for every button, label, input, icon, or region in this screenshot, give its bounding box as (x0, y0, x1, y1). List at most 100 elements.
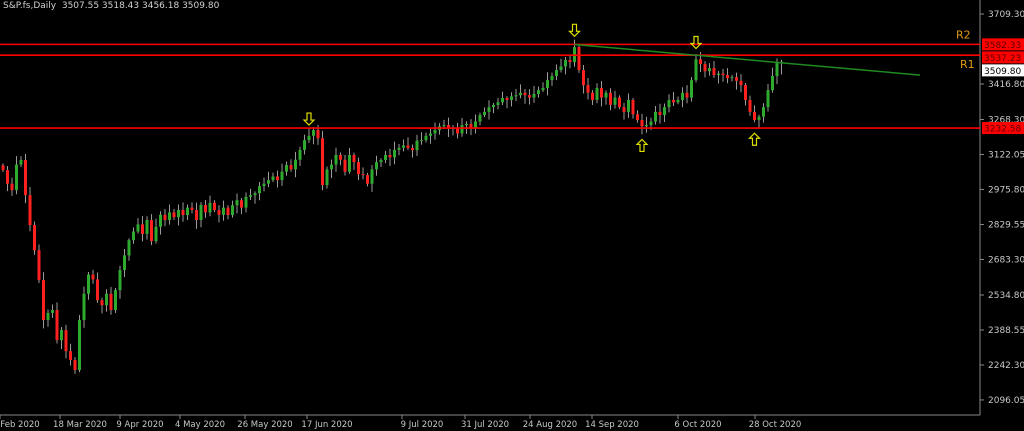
candle (334, 147, 338, 172)
candle (532, 85, 536, 103)
candle-body (46, 312, 50, 321)
candle-body (19, 160, 23, 165)
candle-body (532, 93, 536, 98)
candle-body (172, 212, 176, 218)
candle (82, 286, 86, 328)
candle (676, 96, 680, 105)
candle-body (564, 60, 567, 67)
candle-body (118, 270, 122, 291)
candle (757, 114, 761, 128)
candle (136, 218, 140, 234)
candle (501, 91, 504, 105)
candle-body (604, 92, 608, 98)
candle-body (402, 145, 405, 148)
candle (289, 159, 293, 172)
candle (276, 170, 279, 188)
candle (280, 163, 284, 186)
candle (73, 357, 77, 374)
candle (483, 107, 486, 118)
x-tick-label: 14 Sep 2020 (585, 420, 639, 430)
candle-body (361, 174, 365, 176)
candle-body (226, 207, 230, 216)
candle-body (663, 107, 666, 116)
candle (78, 315, 81, 373)
candle-body (366, 175, 369, 184)
candle-body (240, 200, 243, 208)
candle-body (199, 204, 203, 221)
candle (582, 65, 585, 94)
candle (429, 127, 432, 144)
candle-body (217, 210, 221, 215)
candle (46, 309, 50, 327)
candle-body (568, 60, 572, 63)
candle-body (195, 210, 198, 221)
candle-body (397, 147, 401, 150)
candle (24, 154, 27, 204)
candle (28, 187, 32, 232)
candle (267, 171, 270, 188)
candle-body (420, 140, 423, 142)
candle (195, 202, 198, 229)
candle-body (190, 207, 194, 211)
x-tick-label: 9 Apr 2020 (116, 420, 163, 430)
candle (586, 77, 590, 100)
candle (370, 165, 374, 192)
candle (748, 95, 752, 116)
candle-body (429, 133, 432, 136)
candle-body (550, 76, 554, 81)
x-tick-label: 28 Oct 2020 (749, 420, 802, 430)
candle (600, 81, 603, 107)
chart-header: S&P.fs,Daily 3507.55 3518.43 3456.18 350… (3, 1, 219, 11)
candle-body (73, 360, 77, 371)
candle (357, 157, 360, 181)
candle-body (384, 154, 387, 161)
candle (231, 200, 234, 218)
candle (420, 132, 423, 145)
x-tick-label: 6 Oct 2020 (674, 420, 721, 430)
candle-body (640, 120, 644, 127)
candle-body (132, 231, 135, 241)
candle (51, 304, 54, 318)
candle-body (204, 204, 207, 213)
candle (550, 72, 554, 86)
candle (708, 63, 711, 76)
candle (118, 265, 122, 299)
candle (694, 54, 698, 83)
candle-body (631, 99, 635, 115)
candle (159, 211, 162, 235)
up-arrow-icon (748, 132, 761, 146)
candle (744, 82, 747, 106)
candle-body (519, 92, 522, 96)
candle-body (649, 121, 653, 126)
candle-body (447, 125, 450, 129)
candle-body (582, 70, 585, 86)
candle-body (307, 135, 311, 141)
candle (222, 200, 225, 221)
candle-body (411, 148, 414, 151)
candle-body (487, 107, 491, 112)
candle (717, 71, 720, 84)
candle (1, 163, 5, 172)
candle (726, 68, 729, 84)
candle-body (280, 171, 284, 181)
candle (168, 204, 171, 225)
candle-body (105, 293, 108, 306)
candle (519, 84, 522, 99)
candle (505, 96, 509, 109)
candle-body (523, 92, 527, 96)
candle (100, 297, 104, 314)
candle-body (150, 220, 153, 242)
candle-body (100, 300, 104, 306)
candle (55, 302, 59, 344)
candle-body (528, 95, 531, 98)
candle-body (109, 293, 113, 311)
candle-body (141, 224, 144, 234)
candle (667, 94, 671, 113)
candle (240, 198, 243, 215)
candle-body (321, 138, 324, 186)
candle-body (78, 320, 81, 371)
candle-body (24, 160, 27, 196)
y-tick-label: 2829.55 (988, 220, 1024, 230)
candle-body (343, 159, 347, 172)
